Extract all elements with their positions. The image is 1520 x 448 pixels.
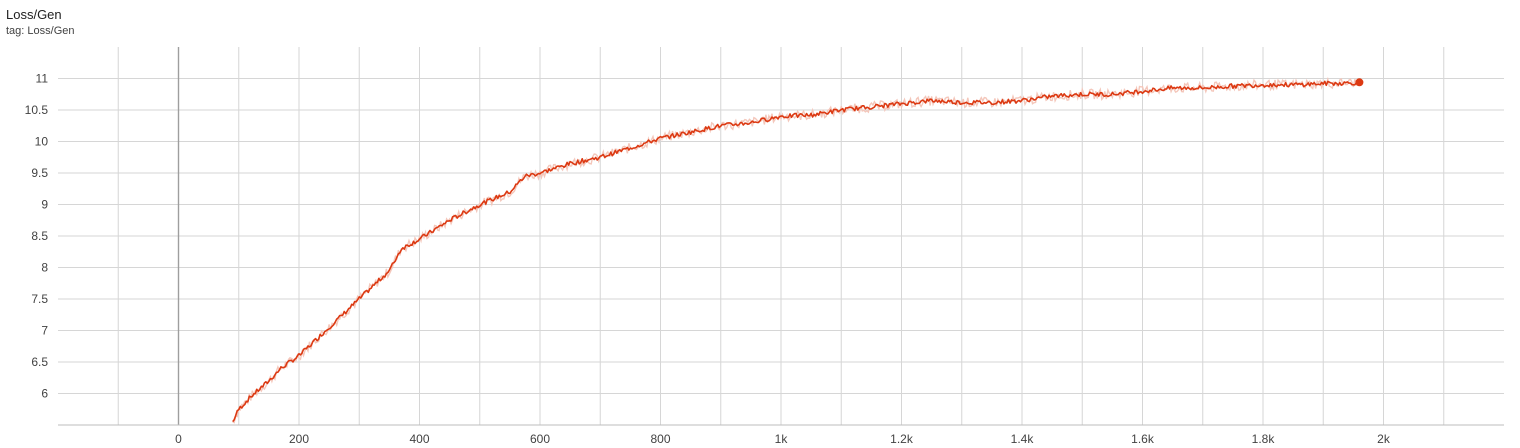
y-tick-label: 9.5 (31, 166, 48, 180)
y-tick-label: 10 (35, 135, 49, 149)
y-tick-label: 6 (41, 387, 48, 401)
x-tick-label: 1.8k (1252, 432, 1276, 446)
y-tick-label: 7.5 (31, 292, 48, 306)
y-tick-label: 8.5 (31, 229, 48, 243)
x-tick-label: 400 (409, 432, 429, 446)
smoothed-series-line (232, 80, 1360, 423)
y-tick-label: 9 (41, 198, 48, 212)
x-tick-label: 1.6k (1131, 432, 1155, 446)
raw-series-line (232, 76, 1360, 424)
y-tick-label: 8 (41, 261, 48, 275)
x-tick-label: 200 (289, 432, 309, 446)
chart-title: Loss/Gen (6, 7, 62, 22)
y-tick-label: 11 (36, 72, 49, 86)
y-tick-label: 10.5 (25, 103, 49, 117)
x-tick-label: 800 (650, 432, 670, 446)
x-tick-label: 2k (1377, 432, 1391, 446)
x-tick-label: 0 (175, 432, 182, 446)
y-tick-label: 7 (41, 324, 48, 338)
x-tick-label: 1.2k (890, 432, 914, 446)
x-tick-label: 600 (530, 432, 550, 446)
chart-tag: tag: Loss/Gen (6, 25, 75, 37)
x-tick-label: 1.4k (1011, 432, 1035, 446)
x-tick-label: 1k (775, 432, 789, 446)
y-tick-label: 6.5 (31, 355, 48, 369)
last-point-marker[interactable] (1355, 78, 1364, 87)
